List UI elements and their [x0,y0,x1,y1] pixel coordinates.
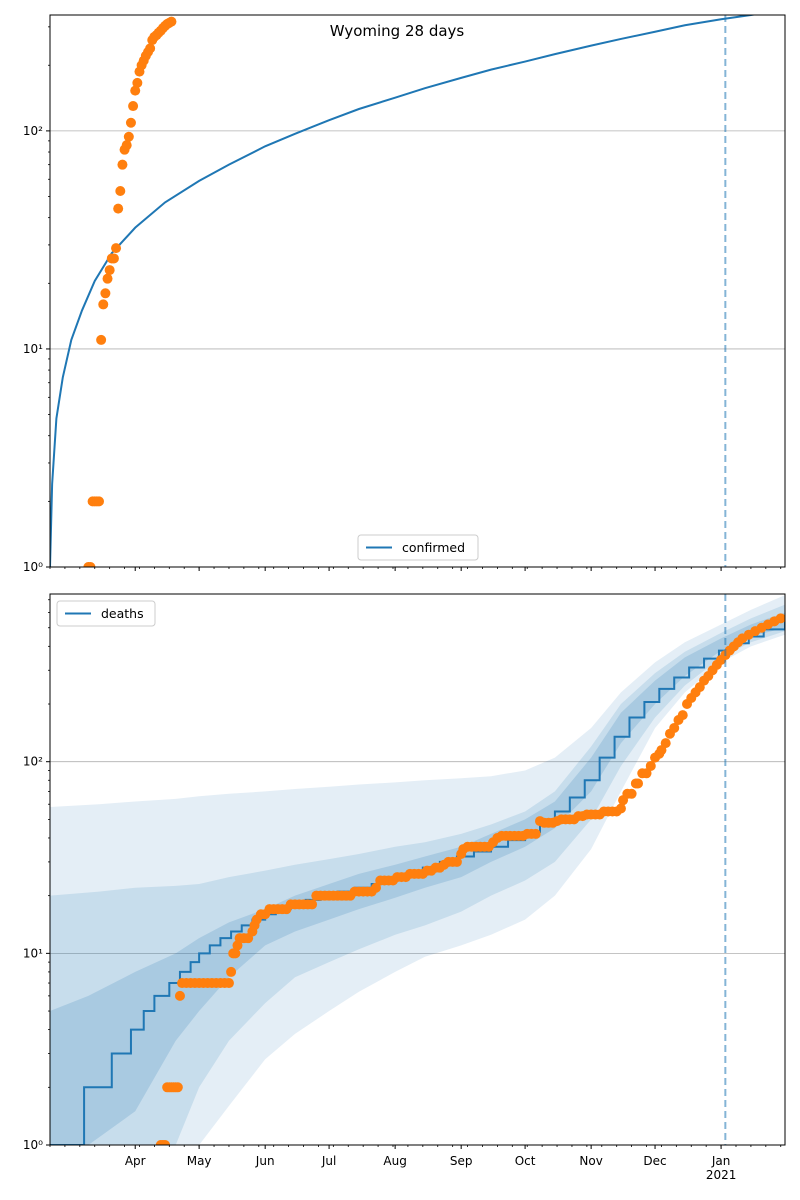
legend-label: deaths [101,606,144,621]
plot-area [50,594,785,1145]
x-tick-label: Sep [450,1154,473,1168]
x-tick-label: 2021 [706,1168,737,1182]
data-point [123,131,134,142]
x-tick-label: Jul [321,1154,336,1168]
data-point [160,1140,171,1145]
data-point [223,978,234,989]
data-point [530,828,541,839]
data-point [615,803,626,814]
plot-frame [49,593,786,1146]
data-point [370,882,381,893]
data-point [172,1082,183,1093]
data-point [130,85,141,96]
legend-box [357,534,479,561]
y-tick-label: 10¹ [23,342,43,356]
data-point [641,768,652,779]
data-point [669,722,680,733]
data-point [451,856,462,867]
data-point [115,186,126,197]
legend: confirmed [357,534,479,561]
data-point [645,760,656,771]
data-point [108,253,119,264]
data-point [96,334,107,345]
data-point [775,613,785,624]
data-point [677,710,688,721]
deaths-panel: 10⁰ 10¹ 10² Apr May Jun Jul Aug Sep Oct Nov Dec Jan2… [23,593,786,1182]
y-tick-label: 10² [23,755,43,769]
x-tick-label: Jan [711,1154,731,1168]
x-tick-label: May [187,1154,212,1168]
data-point [174,990,185,1001]
data-point [102,273,113,284]
data-point [111,243,122,254]
data-point [166,16,177,27]
x-tick-label: Dec [643,1154,666,1168]
data-point [307,899,318,910]
legend: deaths [56,600,156,627]
data-point [94,496,104,507]
x-tick-label: Apr [125,1154,146,1168]
chart-title: Wyoming 28 days [330,22,465,40]
data-point [226,966,237,977]
data-point [132,77,143,88]
data-point [633,778,643,789]
data-point [145,43,156,54]
x-tick-label: Aug [383,1154,406,1168]
data-point [660,738,671,749]
y-tick-label: 10⁰ [23,1138,43,1152]
data-point [128,101,139,112]
y-tick-label: 10¹ [23,946,43,960]
plot-area [50,15,785,567]
data-point [626,788,637,799]
data-point [104,265,115,276]
confirmed-panel: Wyoming 28 days 10⁰ 10¹ 10² confirmed [23,14,786,574]
data-point [98,299,109,310]
data-point [117,159,128,170]
data-point [85,562,96,567]
x-tick-label: Oct [515,1154,536,1168]
y-tick-label: 10² [23,124,43,138]
confidence-band [50,612,785,1145]
data-point [230,948,241,959]
x-tick-label: Jun [255,1154,275,1168]
data-point [100,288,111,299]
legend-label: confirmed [402,540,465,555]
data-point [113,203,124,214]
data-point [125,117,136,128]
y-tick-label: 10⁰ [23,560,43,574]
legend-box [56,600,156,627]
plot-frame [49,14,786,568]
data-point [121,140,132,151]
x-tick-label: Nov [579,1154,602,1168]
series-line-confirmed [50,15,758,567]
